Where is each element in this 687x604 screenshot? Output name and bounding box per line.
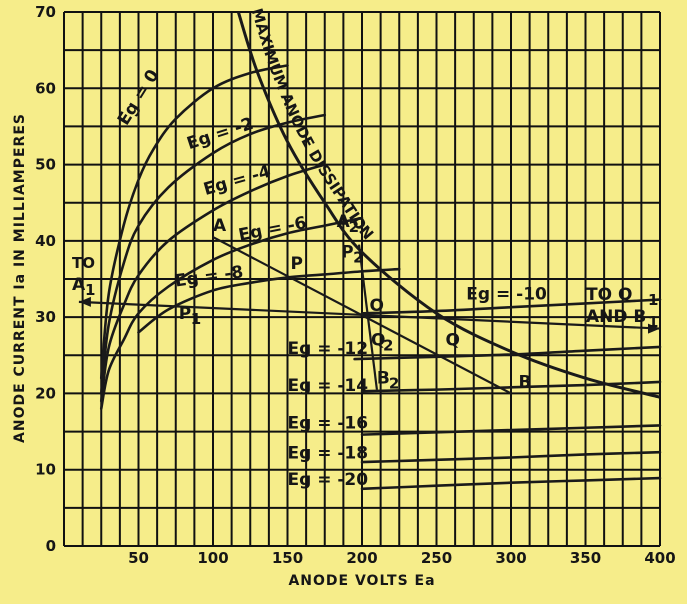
y-tick-label: 0 [46, 537, 56, 555]
y-tick-label: 70 [35, 3, 56, 21]
characteristic-curves [78, 11, 662, 491]
curve-label: Eg = -8 [174, 262, 245, 291]
x-tick-label: 50 [128, 549, 149, 567]
point-label-subscript: 1 [191, 310, 201, 328]
series-line [360, 298, 662, 315]
curve-label: Eg = -16 [288, 414, 369, 434]
series-line [99, 113, 327, 395]
point-label-subscript: 2 [353, 249, 363, 267]
x-tick-label: 250 [421, 549, 452, 567]
max-dissipation-label-text: MAXIMUM ANODE DISSIPATION [248, 6, 377, 243]
load-line [78, 300, 661, 330]
x-tick-label: 100 [197, 549, 228, 567]
point-label: A [213, 216, 227, 236]
load-line [357, 244, 378, 390]
arrowhead-left [78, 296, 91, 307]
axis-ticks: 50 100 150 200 250 300 350 400 0 10 20 30 40 50 60 70 [35, 3, 676, 567]
point-label: O [369, 296, 383, 316]
x-tick-label: 300 [495, 549, 526, 567]
series-line [360, 424, 662, 436]
curve-label: Eg = -18 [288, 443, 369, 463]
arrowhead-right [648, 323, 660, 334]
point-label-subscript: 2 [383, 336, 393, 354]
point-label: Q [371, 330, 385, 350]
point-label-subscript: 2 [389, 375, 399, 393]
x-tick-label: 200 [346, 549, 377, 567]
to-a1-sub: 1 [85, 281, 95, 299]
x-tick-label: 150 [272, 549, 303, 567]
max-dissipation-label: MAXIMUM ANODE DISSIPATION [248, 6, 377, 243]
to-q1-sub: 1 [648, 291, 658, 309]
series-line [99, 64, 289, 380]
x-axis-label: ANODE VOLTS Ea [288, 573, 435, 589]
x-tick-label: 350 [570, 549, 601, 567]
curve-label: Eg = -14 [288, 376, 369, 396]
curve-label: Eg = -12 [288, 339, 369, 359]
series-line [353, 345, 662, 361]
curve-label: Eg = -10 [466, 285, 547, 305]
point-label: A [337, 212, 351, 232]
y-tick-label: 10 [35, 461, 56, 479]
and-b1-sub: 1 [648, 313, 658, 331]
y-tick-label: 20 [35, 384, 56, 402]
to-a1-main: A [72, 275, 86, 295]
y-tick-label: 60 [35, 79, 56, 97]
point-label: Q [445, 330, 459, 350]
to-a1-top: TO [72, 254, 95, 272]
y-tick-label: 30 [35, 308, 56, 326]
series-line [99, 163, 327, 403]
max-dissipation-curve [236, 11, 661, 399]
point-label: B [518, 372, 531, 392]
y-tick-label: 50 [35, 156, 56, 174]
point-label: B [377, 369, 390, 389]
point-label: P [179, 304, 191, 324]
series-line [360, 450, 662, 464]
series-line [99, 216, 364, 410]
point-label-subscript: 2 [349, 218, 359, 236]
series-line [137, 267, 401, 334]
series-line [360, 476, 662, 491]
y-axis-label: ANODE CURRENT Ia IN MILLIAMPERES [12, 113, 28, 443]
curve-label: Eg = -20 [288, 470, 369, 490]
point-label: P [290, 254, 302, 274]
y-tick-label: 40 [35, 232, 56, 250]
to-q1-label: TO Q [586, 285, 632, 305]
and-b1-label: AND B [586, 307, 646, 327]
point-label: P [341, 243, 353, 263]
x-tick-label: 400 [644, 549, 675, 567]
